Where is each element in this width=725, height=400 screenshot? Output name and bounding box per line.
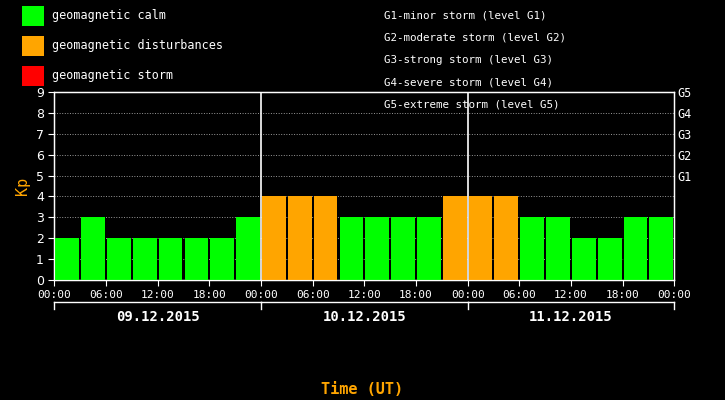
Bar [572,238,596,280]
Text: geomagnetic disturbances: geomagnetic disturbances [52,40,223,52]
Bar [262,196,286,280]
Bar [236,217,260,280]
Bar [133,238,157,280]
Bar [288,196,312,280]
Text: G4-severe storm (level G4): G4-severe storm (level G4) [384,77,553,87]
Text: G3-strong storm (level G3): G3-strong storm (level G3) [384,55,553,65]
Text: 09.12.2015: 09.12.2015 [116,310,199,324]
Text: G1-minor storm (level G1): G1-minor storm (level G1) [384,10,547,20]
Bar [521,217,544,280]
Bar [494,196,518,280]
Bar [210,238,234,280]
Bar [417,217,441,280]
Bar [81,217,105,280]
Text: G5-extreme storm (level G5): G5-extreme storm (level G5) [384,100,560,110]
Bar [185,238,208,280]
Bar [55,238,79,280]
Text: 10.12.2015: 10.12.2015 [323,310,406,324]
Y-axis label: Kp: Kp [15,177,30,195]
Bar [392,217,415,280]
Bar [107,238,130,280]
Text: 11.12.2015: 11.12.2015 [529,310,613,324]
Text: geomagnetic storm: geomagnetic storm [52,70,173,82]
Bar [443,196,467,280]
Text: Time (UT): Time (UT) [321,382,404,398]
Bar [314,196,337,280]
Text: G2-moderate storm (level G2): G2-moderate storm (level G2) [384,32,566,42]
Bar [598,238,621,280]
Bar [365,217,389,280]
Bar [159,238,183,280]
Bar [624,217,647,280]
Text: geomagnetic calm: geomagnetic calm [52,10,166,22]
Bar [468,196,492,280]
Bar [546,217,570,280]
Bar [339,217,363,280]
Bar [650,217,674,280]
